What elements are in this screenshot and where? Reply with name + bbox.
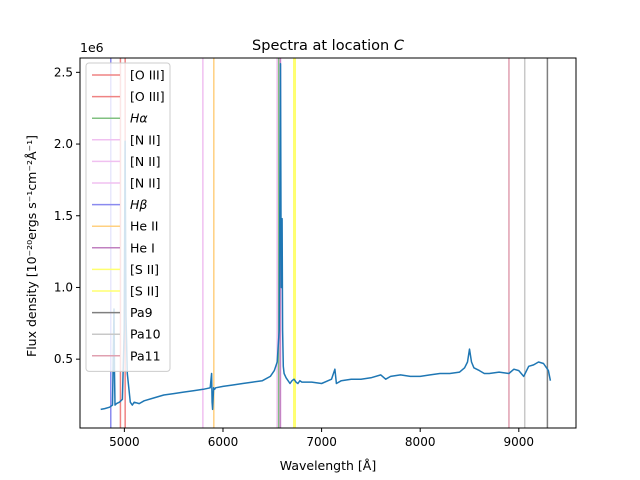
y-axis-label: Flux density [10⁻²⁰ergs s⁻¹cm⁻²Å⁻¹] [24,135,39,357]
legend-label: [N II] [130,154,160,169]
x-tick-label: 8000 [405,435,436,449]
legend-label: Pa9 [130,305,153,320]
axes: 5000 6000 7000 8000 9000 0.5 1.0 1.5 2.0 2.5 [54,57,577,449]
legend-label: Pa10 [130,327,161,342]
y-tick-label: 1.5 [54,209,73,223]
y-tick-label: 2.5 [54,65,73,79]
axes-frame [79,57,577,429]
y-offset-label: 1e6 [80,40,104,55]
legend-label: He I [130,240,155,255]
y-tick-label: 2.0 [54,137,73,151]
legend-label: [N II] [130,132,160,147]
legend-label: [O III] [130,89,165,104]
legend-label: [S II] [130,284,159,299]
x-axis-label: Wavelength [Å] [280,458,376,473]
legend-label: Pa11 [130,348,161,363]
y-tick-label: 0.5 [54,352,73,366]
chart-title: Spectra at location C [252,38,405,54]
chart-title-italic: C [394,38,405,54]
x-tick-label: 5000 [109,435,140,449]
spectrum-series-line [100,62,552,411]
chart-title-text: Spectra at location [252,38,394,54]
y-tick-label: 1.0 [54,280,73,294]
legend-label: He II [130,219,158,234]
x-tick-label: 6000 [208,435,239,449]
legend: [O III] [O III] Hα [N II] [N II] [N II] Hβ He I… [85,62,171,372]
legend-box [85,62,171,372]
x-tick-label: 7000 [306,435,337,449]
legend-label: [O III] [130,68,165,83]
plot-area [100,58,552,428]
legend-label: [S II] [130,262,159,277]
legend-label: [N II] [130,176,160,191]
x-tick-label: 9000 [504,435,535,449]
legend-label: Hα [130,111,148,126]
legend-label: Hβ [130,197,147,212]
